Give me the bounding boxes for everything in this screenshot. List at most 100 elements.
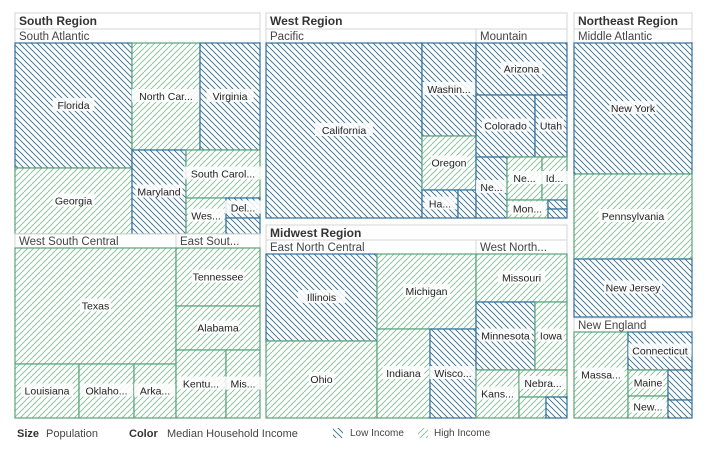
state-label: Illinois	[307, 292, 336, 304]
division-title: West North...	[480, 242, 547, 254]
region-title: Midwest Region	[270, 226, 361, 240]
state-label: Washin...	[427, 84, 470, 96]
state-label: North Car...	[139, 91, 193, 103]
state-label: Oklaho...	[85, 386, 127, 398]
state-label: Maryland	[137, 187, 180, 199]
legend-size-label: Size	[17, 428, 39, 440]
state-label: Colorado	[484, 121, 527, 133]
state-label-background	[197, 320, 239, 334]
state-label: Ne...	[480, 182, 502, 194]
state-label: Kans...	[481, 389, 514, 401]
state-label-background	[500, 61, 543, 75]
state-cell-unlabeled[interactable]	[225, 217, 261, 235]
state-label: Wes...	[191, 211, 221, 223]
state-label: Minnesota	[481, 331, 530, 343]
division-title: East Sout...	[180, 236, 239, 248]
division-title: South Atlantic	[19, 31, 90, 43]
division-title: Pacific	[270, 31, 304, 43]
state-label: Wisco...	[434, 368, 471, 380]
state-label-background	[382, 366, 425, 379]
state-label-background	[52, 98, 95, 111]
state-label-background	[297, 290, 346, 303]
state-label: New Jersey	[606, 283, 662, 295]
state-label-background	[187, 208, 225, 222]
state-label-background	[308, 372, 335, 385]
state-label: Pennsylvania	[602, 211, 665, 223]
division-mountain: Mountain Arizona Colorado Utah Ne... Ne... Id.…	[475, 28, 570, 219]
state-label: Missouri	[502, 273, 541, 285]
legend: Size Population Color Median Household I…	[17, 428, 491, 440]
region-title: South Region	[19, 14, 97, 28]
division-south-atlantic: South Atlantic Florida Georgia North Car...…	[14, 28, 263, 235]
state-label-background	[402, 284, 451, 297]
division-new-england: New England Massa... Connecticut Maine New..…	[573, 317, 693, 419]
division-title: Mountain	[480, 31, 527, 43]
legend-color-label: Color	[129, 428, 158, 440]
region-title: West Region	[270, 14, 342, 28]
state-label: South Carol...	[191, 169, 255, 181]
division-title: East North Central	[270, 242, 365, 254]
state-label: Georgia	[55, 196, 93, 208]
state-label: Kentu...	[183, 379, 219, 391]
state-label-background	[183, 166, 263, 180]
state-label-background	[80, 298, 111, 312]
division-pacific: Pacific California Washin... Oregon Ha...	[265, 28, 477, 219]
state-label-background	[315, 123, 373, 136]
state-label: Nebra...	[524, 378, 561, 390]
state-label-background	[519, 376, 567, 389]
state-label-background	[52, 193, 95, 207]
state-cell-new-jersey[interactable]	[573, 258, 693, 318]
division-west-south-central: West South Central Texas Louisiana Oklaho..…	[14, 233, 177, 419]
state-label: Connecticut	[632, 346, 688, 358]
division-east-north-central: East North Central Illinois Ohio Michigan In…	[265, 239, 477, 419]
state-label-background	[134, 383, 176, 397]
state-label-background	[476, 386, 519, 400]
state-label-background	[429, 366, 477, 379]
state-label-background	[224, 200, 262, 214]
state-cell-unlabeled[interactable]	[667, 369, 693, 401]
state-label: Louisiana	[25, 386, 70, 398]
state-label-background	[509, 201, 546, 215]
state-label-background	[80, 383, 133, 397]
state-cell-alabama[interactable]	[175, 305, 261, 351]
state-label: Arizona	[504, 64, 540, 76]
state-label: Florida	[57, 100, 89, 112]
state-cell-unlabeled[interactable]	[667, 399, 693, 419]
state-label: Mis...	[230, 379, 255, 391]
state-label-background	[632, 375, 664, 389]
division-title: Middle Atlantic	[578, 31, 652, 43]
state-label: Alabama	[197, 323, 239, 335]
state-cell-unlabeled[interactable]	[545, 396, 568, 419]
state-label-background	[20, 383, 74, 397]
state-label: Virginia	[213, 91, 248, 103]
region-south-region: South Region South Atlantic Florida Georgia…	[14, 12, 263, 419]
state-label-background	[497, 270, 546, 284]
state-label-background	[224, 376, 262, 390]
state-label-background	[629, 399, 667, 413]
state-cell-unlabeled[interactable]	[518, 396, 547, 419]
state-label: Massa...	[581, 370, 621, 382]
legend-high-label: High Income	[434, 428, 491, 439]
state-label: Ne...	[513, 173, 535, 185]
state-label: Arka...	[140, 386, 170, 398]
state-label: Oregon	[431, 158, 466, 170]
division-east-sout: East Sout... Tennessee Alabama Kentu... Mis.…	[175, 233, 262, 419]
state-cell-unlabeled[interactable]	[547, 208, 568, 219]
legend-low-label: Low Income	[350, 428, 404, 439]
state-label: Del...	[231, 203, 256, 215]
state-label: New York	[611, 103, 656, 115]
state-label: New...	[633, 402, 662, 414]
region-west-region: West Region Pacific California Washin... Ore…	[265, 12, 570, 219]
state-label-background	[604, 280, 662, 294]
state-label-background	[422, 82, 476, 95]
state-label-background	[430, 155, 468, 169]
state-label: Michigan	[405, 286, 447, 298]
state-label: Tennessee	[193, 272, 244, 284]
state-label-background	[135, 184, 183, 198]
division-title: West South Central	[19, 236, 119, 248]
region-northeast-region: Northeast Region Middle Atlantic New York P…	[573, 12, 693, 419]
state-label-background	[131, 89, 201, 102]
state-cell-unlabeled[interactable]	[547, 199, 568, 210]
state-cell-unlabeled[interactable]	[457, 189, 477, 219]
